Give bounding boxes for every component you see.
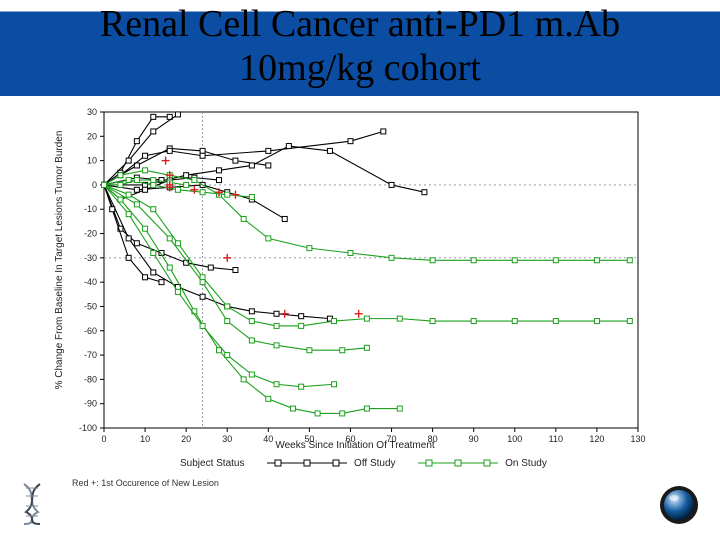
title-line1: Renal Cell Cancer anti-PD1 m.Ab <box>100 3 620 45</box>
legend-off-label: Off Study <box>354 458 396 469</box>
x-axis-label: Weeks Since Initiation Of Treatment <box>60 440 650 451</box>
y-axis-label: % Change From Baseline In Target Lesions… <box>54 110 65 410</box>
svg-text:0: 0 <box>92 180 97 190</box>
svg-text:-20: -20 <box>84 229 97 239</box>
svg-text:-50: -50 <box>84 301 97 311</box>
svg-text:10: 10 <box>87 156 97 166</box>
svg-text:-80: -80 <box>84 374 97 384</box>
svg-text:-60: -60 <box>84 326 97 336</box>
svg-text:-10: -10 <box>84 204 97 214</box>
title-line2: 10mg/kg cohort <box>239 47 481 89</box>
svg-text:-30: -30 <box>84 253 97 263</box>
legend: Subject Status Off Study On Study <box>180 458 600 469</box>
legend-swatch-off <box>267 458 347 468</box>
footnote: Red +: 1st Occurence of New Lesion <box>72 478 219 488</box>
svg-text:-100: -100 <box>79 423 97 433</box>
spider-plot: -100-90-80-70-60-50-40-30-20-10010203001… <box>60 104 650 464</box>
legend-on-label: On Study <box>505 458 547 469</box>
title-bar: Renal Cell Cancer anti-PD1 m.Ab 10mg/kg … <box>0 0 720 96</box>
svg-text:30: 30 <box>87 107 97 117</box>
chart-svg: -100-90-80-70-60-50-40-30-20-10010203001… <box>60 104 650 464</box>
page-title: Renal Cell Cancer anti-PD1 m.Ab 10mg/kg … <box>0 0 720 90</box>
svg-text:-40: -40 <box>84 277 97 287</box>
dna-icon <box>18 482 46 526</box>
svg-text:-90: -90 <box>84 399 97 409</box>
svg-text:20: 20 <box>87 131 97 141</box>
legend-swatch-on <box>418 458 498 468</box>
globe-icon <box>658 484 700 526</box>
svg-text:-70: -70 <box>84 350 97 360</box>
legend-title: Subject Status <box>180 458 244 469</box>
